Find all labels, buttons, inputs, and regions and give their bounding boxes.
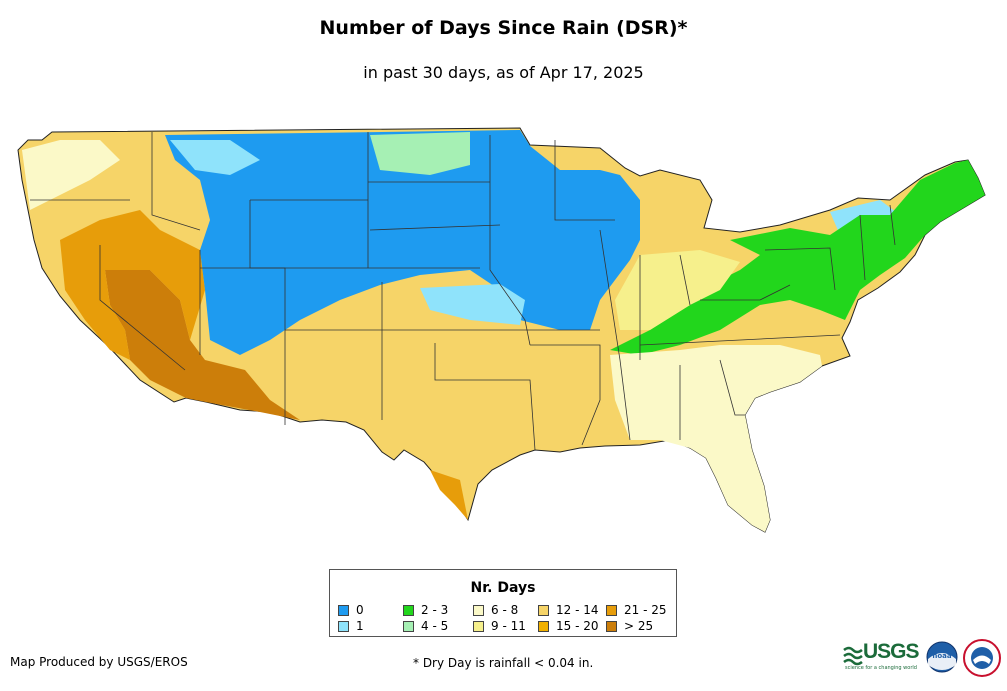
region-dry-21-25-sw [60, 210, 205, 360]
region-dry-over-25-sw [105, 270, 300, 420]
legend-swatch [473, 605, 484, 616]
legend-swatch [403, 605, 414, 616]
region-dry-21-25-tx [430, 470, 468, 520]
map-title: Number of Days Since Rain (DSR)* [319, 17, 688, 39]
region-6-8-southeast [610, 345, 822, 532]
region-6-8-pacnw [22, 140, 120, 210]
legend: Nr. Days 0 1 2 - 3 4 - 5 6 - 8 9 - 11 12… [329, 569, 677, 637]
nws-logo-icon [963, 639, 1001, 677]
legend-swatch [606, 605, 617, 616]
legend-item-21-25: 21 - 25 [606, 604, 667, 617]
region-4-5-north [370, 132, 470, 175]
legend-item-over-25: > 25 [606, 620, 653, 633]
map-subtitle: in past 30 days, as of Apr 17, 2025 [363, 63, 644, 82]
legend-swatch [538, 605, 549, 616]
legend-item-2-3: 2 - 3 [403, 604, 448, 617]
legend-item-0: 0 [338, 604, 364, 617]
usgs-logo-icon [843, 646, 863, 666]
legend-item-9-11: 9 - 11 [473, 620, 526, 633]
legend-item-1: 1 [338, 620, 364, 633]
svg-text:noaa: noaa [932, 652, 952, 660]
region-one-day-n [170, 140, 260, 175]
legend-swatch [338, 605, 349, 616]
legend-swatch [403, 621, 414, 632]
legend-swatch [338, 621, 349, 632]
dry-day-note: * Dry Day is rainfall < 0.04 in. [413, 656, 594, 670]
region-2-3-northeast [610, 160, 985, 355]
region-one-day-ks [420, 284, 525, 325]
usgs-logo-text: USGS [863, 640, 920, 663]
legend-swatch [473, 621, 484, 632]
legend-item-4-5: 4 - 5 [403, 620, 448, 633]
legend-item-12-14: 12 - 14 [538, 604, 599, 617]
noaa-logo-icon: noaa [926, 641, 958, 673]
producer-credit: Map Produced by USGS/EROS [10, 655, 188, 669]
legend-title: Nr. Days [470, 580, 536, 596]
state-boundaries [30, 132, 896, 451]
region-9-11-east [615, 250, 740, 330]
usgs-tagline: science for a changing world [845, 665, 917, 671]
legend-swatch [538, 621, 549, 632]
legend-item-15-20: 15 - 20 [538, 620, 599, 633]
legend-swatch [606, 621, 617, 632]
legend-item-6-8: 6 - 8 [473, 604, 518, 617]
